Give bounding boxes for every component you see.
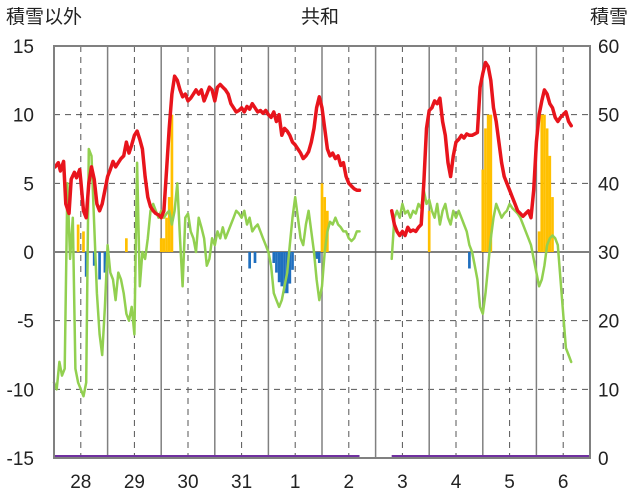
blue-bar xyxy=(468,252,471,269)
blue-bar xyxy=(288,252,292,284)
x-tick-label: 5 xyxy=(504,472,515,493)
blue-bar xyxy=(277,252,281,283)
orange-bar xyxy=(540,114,544,253)
blue-bar xyxy=(84,252,88,277)
plot-border xyxy=(53,45,591,459)
left-tick-label: -15 xyxy=(7,449,34,470)
plot-frame xyxy=(53,45,591,459)
left-tick-label: -10 xyxy=(7,380,34,401)
left-tick-label: -5 xyxy=(17,312,34,333)
right-axis-ticks: 60 50 40 30 20 10 0 xyxy=(598,37,619,470)
x-tick-label: 31 xyxy=(231,472,252,493)
left-axis-ticks: 15 10 5 0 -5 -10 -15 xyxy=(7,37,34,470)
orange-bar xyxy=(551,197,554,252)
x-tick-label: 1 xyxy=(290,472,301,493)
blue-bar xyxy=(291,252,294,270)
orange-bar xyxy=(484,128,487,252)
blue-bar xyxy=(283,252,286,294)
red-line-series xyxy=(53,60,573,238)
x-tick-label: 6 xyxy=(558,472,569,493)
right-tick-label: 10 xyxy=(598,380,619,401)
orange-bar xyxy=(545,128,549,252)
green-line xyxy=(52,147,361,398)
right-tick-label: 60 xyxy=(598,37,619,58)
orange-bar xyxy=(543,114,546,253)
blue-bar xyxy=(317,252,321,263)
x-tick-label: 30 xyxy=(177,472,198,493)
right-tick-label: 50 xyxy=(598,106,619,127)
orange-bar xyxy=(427,210,431,252)
left-tick-label: 0 xyxy=(23,243,34,264)
orange-bar xyxy=(481,169,485,252)
orange-bar xyxy=(125,238,128,252)
red-line xyxy=(389,60,573,238)
blue-bar xyxy=(315,252,318,259)
chart-title: 共和 xyxy=(301,6,339,28)
blue-bars xyxy=(84,252,471,294)
orange-bar xyxy=(162,238,166,252)
orange-bar xyxy=(537,231,541,252)
blue-bar xyxy=(103,252,107,273)
orange-bars xyxy=(76,114,554,253)
left-tick-label: 15 xyxy=(13,37,34,58)
left-axis-title: 積雪以外 xyxy=(6,6,82,28)
x-tick-label: 4 xyxy=(451,472,462,493)
right-tick-label: 0 xyxy=(598,449,609,470)
blue-bar xyxy=(280,252,284,287)
x-tick-label: 2 xyxy=(344,472,355,493)
orange-bar xyxy=(76,224,80,252)
red-line xyxy=(53,74,362,220)
orange-bar xyxy=(82,231,85,252)
x-tick-label: 29 xyxy=(124,472,145,493)
orange-bar xyxy=(165,217,168,252)
right-tick-label: 30 xyxy=(598,243,619,264)
orange-bar xyxy=(159,238,163,252)
x-tick-label: 3 xyxy=(397,472,408,493)
blue-bar xyxy=(275,252,278,273)
orange-bar xyxy=(323,197,327,252)
x-axis-ticks: 28 29 30 31 1 2 3 4 5 6 xyxy=(70,472,568,493)
orange-bar xyxy=(548,155,552,252)
left-tick-label: 10 xyxy=(13,106,34,127)
blue-bar xyxy=(272,252,276,263)
orange-bar xyxy=(167,197,171,252)
blue-bar xyxy=(98,252,101,280)
right-axis-title: 積雪 xyxy=(590,6,628,28)
right-tick-label: 20 xyxy=(598,312,619,333)
blue-bar xyxy=(248,252,251,269)
blue-bar xyxy=(253,252,257,263)
right-tick-label: 40 xyxy=(598,174,619,195)
blue-bar xyxy=(92,252,96,266)
x-tick-label: 28 xyxy=(70,472,91,493)
orange-bar xyxy=(489,114,493,253)
orange-bar xyxy=(170,114,174,253)
left-tick-label: 5 xyxy=(23,174,34,195)
orange-bar xyxy=(486,114,490,253)
orange-bar xyxy=(320,183,324,252)
